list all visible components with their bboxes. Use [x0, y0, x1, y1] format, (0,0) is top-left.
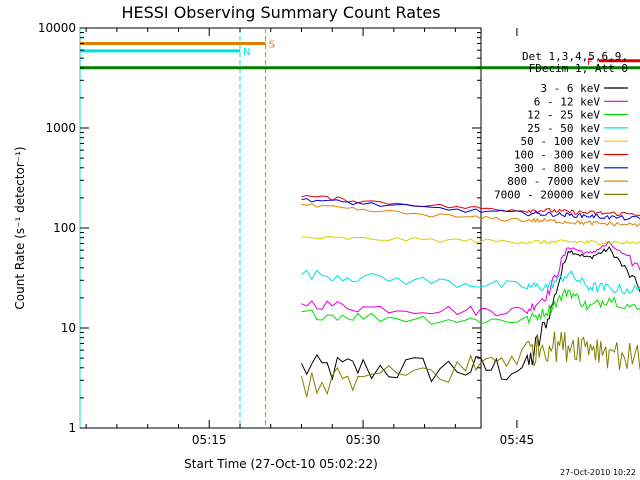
series-line [301, 203, 640, 228]
x-axis-label: Start Time (27-Oct-10 05:02:22) [184, 457, 378, 471]
series-line [301, 331, 640, 398]
legend-header: FDecim 1, Att 0 [529, 62, 628, 75]
legend-label: 50 - 100 keV [521, 135, 601, 148]
y-tick-label: 10 [61, 321, 76, 335]
y-tick-label: 100 [53, 221, 76, 235]
y-axis-label: Count Rate (s⁻¹ detector⁻¹) [13, 146, 27, 309]
x-tick-label: 05:30 [346, 433, 381, 447]
series-line [301, 240, 640, 317]
legend-header: Det 1,3,4,5,6,9, [522, 50, 628, 63]
flag-label: S [269, 39, 275, 50]
y-tick-label: 1 [68, 421, 76, 435]
series-line [301, 198, 640, 221]
y-tick-label: 10000 [38, 21, 76, 35]
legend-label: 6 - 12 keV [534, 95, 601, 108]
legend-label: 3 - 6 keV [540, 82, 600, 95]
series-line [301, 235, 640, 246]
legend-label: 300 - 800 keV [514, 162, 600, 175]
flag-label: N [243, 47, 250, 58]
x-tick-label: 05:45 [500, 433, 535, 447]
x-tick-label: 05:15 [192, 433, 227, 447]
legend-label: 800 - 7000 keV [507, 175, 600, 188]
flag-label: F [587, 57, 593, 68]
series-line [301, 246, 640, 383]
legend-label: 7000 - 20000 keV [494, 188, 600, 201]
series-line [301, 194, 640, 217]
chart-title: HESSI Observing Summary Count Rates [121, 3, 440, 22]
series-line [301, 287, 640, 325]
legend-label: 100 - 300 keV [514, 149, 600, 162]
y-tick-label: 1000 [45, 121, 76, 135]
legend-label: 12 - 25 keV [527, 109, 600, 122]
legend-label: 25 - 50 keV [527, 122, 600, 135]
timestamp: 27-Oct-2010 10:22 [560, 468, 636, 477]
series-line [301, 269, 640, 295]
